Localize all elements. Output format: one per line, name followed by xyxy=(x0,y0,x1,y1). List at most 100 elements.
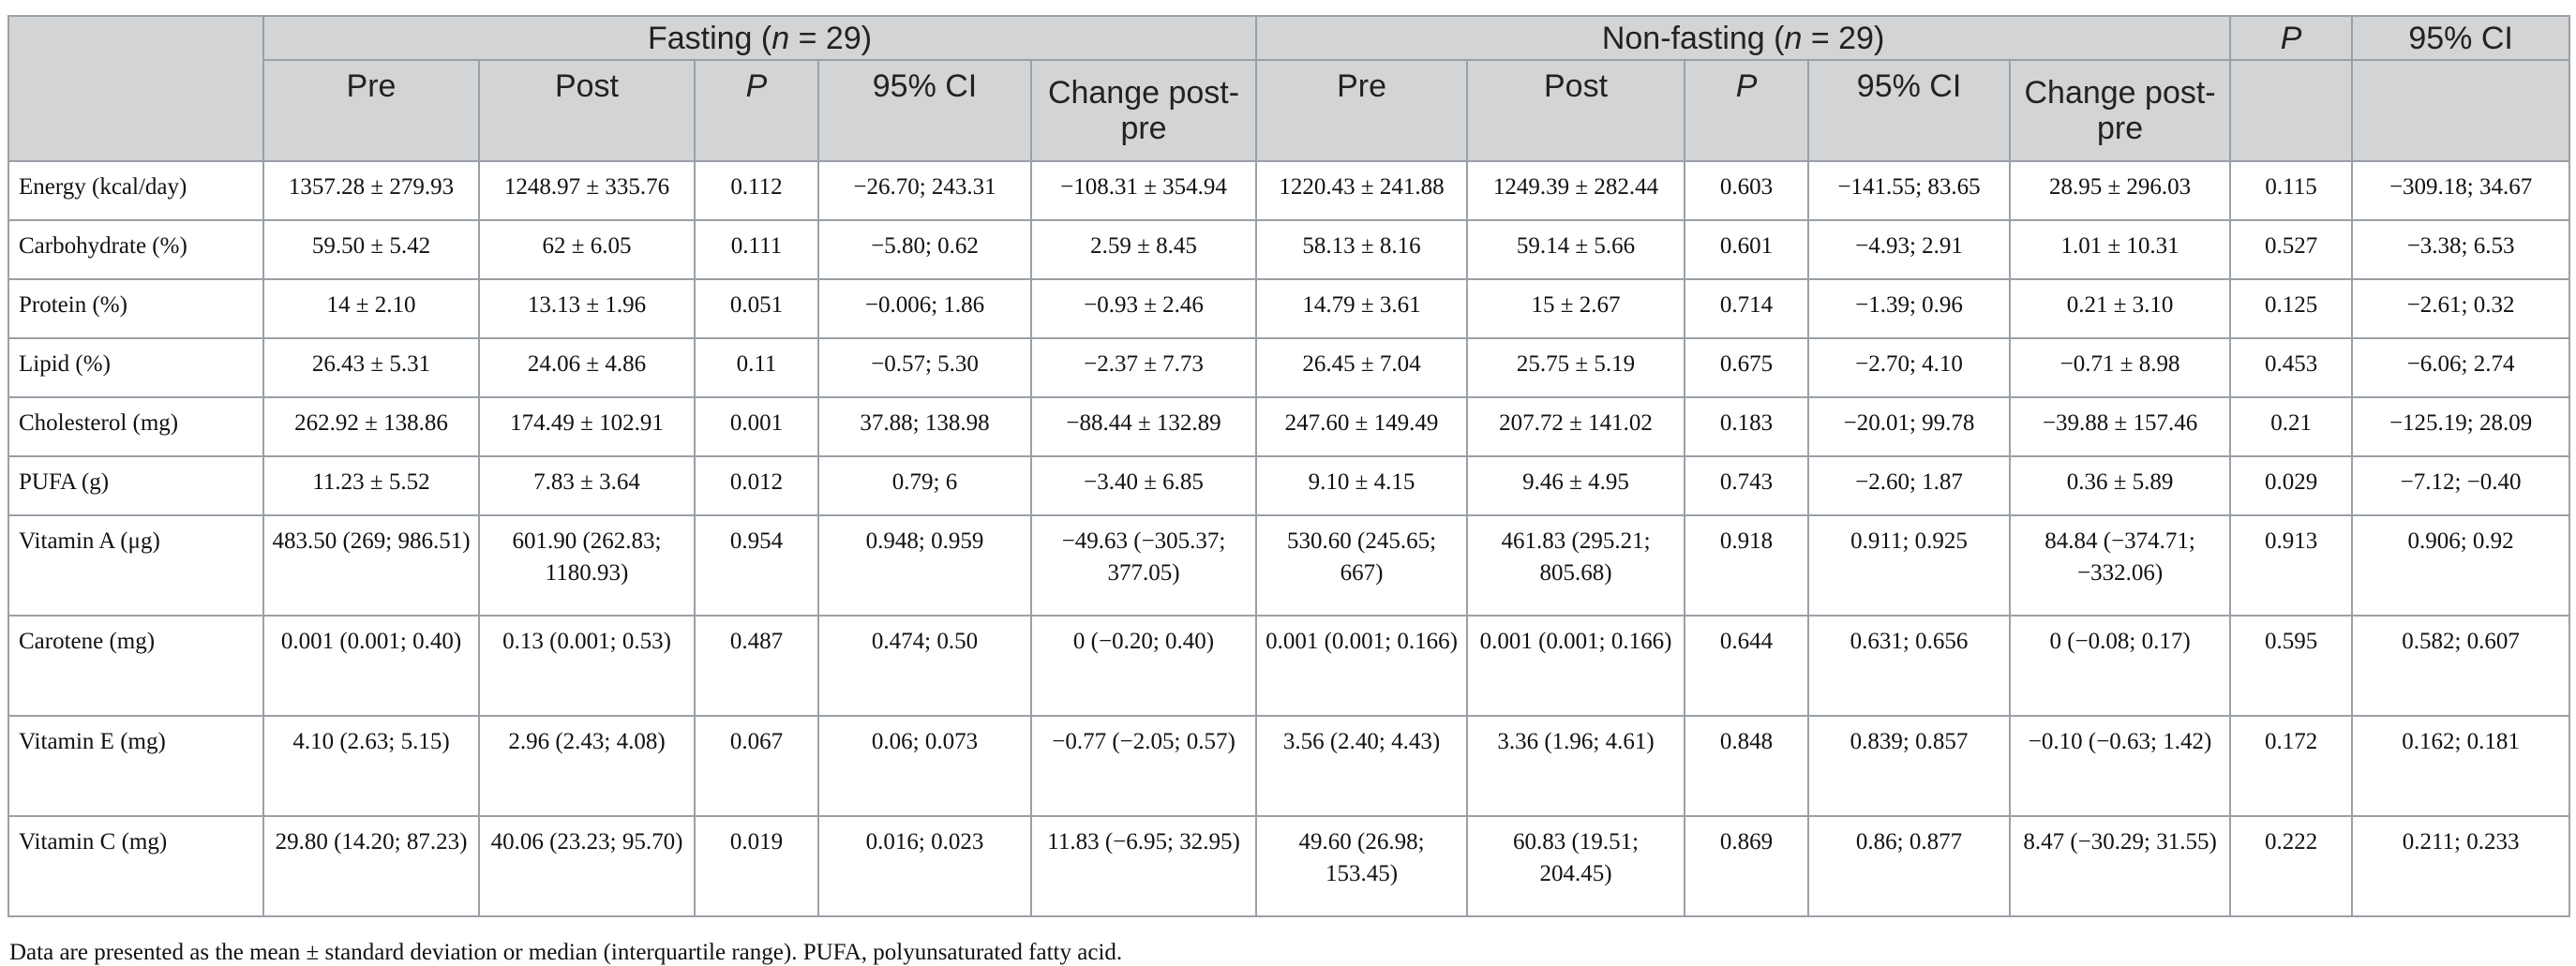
cell-nonfasting-p: 0.743 xyxy=(1684,455,1810,516)
header-change: Change post-pre xyxy=(1029,59,1258,162)
cell-fasting-pre: 483.50 (269; 986.51) xyxy=(262,514,480,617)
cell-nonfasting-pre: 0.001 (0.001; 0.166) xyxy=(1255,615,1469,717)
cell-fasting-post: 174.49 ± 102.91 xyxy=(478,396,696,457)
cell-fasting-pre: 1357.28 ± 279.93 xyxy=(262,160,480,221)
cell-nonfasting-pre: 1220.43 ± 241.88 xyxy=(1255,160,1469,221)
cell-nonfasting-post: 3.36 (1.96; 4.61) xyxy=(1466,715,1686,817)
cell-fasting-ci: 0.016; 0.023 xyxy=(817,815,1032,917)
cell-fasting-post: 1248.97 ± 335.76 xyxy=(478,160,696,221)
row-label: Cholesterol (mg) xyxy=(7,396,264,457)
cell-nonfasting-pre: 530.60 (245.65; 667) xyxy=(1255,514,1469,617)
table-row: Lipid (%) 26.43 ± 5.31 24.06 ± 4.86 0.11 −0.… xyxy=(7,337,2571,398)
cell-fasting-change: −0.93 ± 2.46 xyxy=(1029,278,1258,339)
header-change: Change post-pre xyxy=(2009,59,2232,162)
cell-nonfasting-ci: −4.93; 2.91 xyxy=(1807,219,2012,280)
cell-fasting-ci: 0.06; 0.073 xyxy=(817,715,1032,817)
cell-nonfasting-change: 0.21 ± 3.10 xyxy=(2009,278,2232,339)
header-group-fasting: Fasting (n = 29) xyxy=(262,15,1258,61)
header-ci: 95% CI xyxy=(817,59,1032,162)
header-pre: Pre xyxy=(1255,59,1469,162)
cell-nonfasting-p: 0.601 xyxy=(1684,219,1810,280)
header-p: P xyxy=(1684,59,1810,162)
table-row: Vitamin A (μg) 483.50 (269; 986.51) 601.90… xyxy=(7,514,2571,617)
cell-fasting-ci: −0.57; 5.30 xyxy=(817,337,1032,398)
row-label: Lipid (%) xyxy=(7,337,264,398)
cell-between-ci: −7.12; −0.40 xyxy=(2351,455,2571,516)
cell-nonfasting-post: 461.83 (295.21; 805.68) xyxy=(1466,514,1686,617)
table-container: Fasting (n = 29) Non-fasting (n = 29) P … xyxy=(7,15,2571,966)
cell-fasting-post: 2.96 (2.43; 4.08) xyxy=(478,715,696,817)
cell-nonfasting-p: 0.183 xyxy=(1684,396,1810,457)
cell-nonfasting-pre: 58.13 ± 8.16 xyxy=(1255,219,1469,280)
header-row-subcolumns: Pre Post P 95% CI Change post-pre Pre Po… xyxy=(8,59,2571,162)
row-label: Carbohydrate (%) xyxy=(7,219,264,280)
cell-fasting-ci: −5.80; 0.62 xyxy=(817,219,1032,280)
cell-between-ci: −309.18; 34.67 xyxy=(2351,160,2571,221)
cell-nonfasting-ci: −1.39; 0.96 xyxy=(1807,278,2012,339)
cell-between-ci: −6.06; 2.74 xyxy=(2351,337,2571,398)
cell-nonfasting-change: 8.47 (−30.29; 31.55) xyxy=(2009,815,2232,917)
cell-nonfasting-ci: −2.70; 4.10 xyxy=(1807,337,2012,398)
cell-fasting-p: 0.487 xyxy=(694,615,819,717)
cell-nonfasting-p: 0.675 xyxy=(1684,337,1810,398)
header-p-overall: P xyxy=(2229,15,2354,61)
header-p: P xyxy=(694,59,819,162)
table-footnote: Data are presented as the mean ± standar… xyxy=(9,940,1123,965)
table-row: Vitamin C (mg) 29.80 (14.20; 87.23) 40.06 … xyxy=(7,815,2571,917)
cell-fasting-pre: 262.92 ± 138.86 xyxy=(262,396,480,457)
cell-nonfasting-change: −39.88 ± 157.46 xyxy=(2009,396,2232,457)
cell-fasting-ci: −0.006; 1.86 xyxy=(817,278,1032,339)
cell-fasting-post: 24.06 ± 4.86 xyxy=(478,337,696,398)
table-row: Energy (kcal/day) 1357.28 ± 279.93 1248.97… xyxy=(7,160,2571,221)
cell-between-p: 0.029 xyxy=(2229,455,2354,516)
cell-fasting-p: 0.11 xyxy=(694,337,819,398)
cell-nonfasting-pre: 26.45 ± 7.04 xyxy=(1255,337,1469,398)
cell-nonfasting-ci: 0.631; 0.656 xyxy=(1807,615,2012,717)
cell-fasting-change: 0 (−0.20; 0.40) xyxy=(1029,615,1258,717)
cell-fasting-change: −108.31 ± 354.94 xyxy=(1029,160,1258,221)
cell-between-p: 0.453 xyxy=(2229,337,2354,398)
cell-between-ci: 0.162; 0.181 xyxy=(2351,715,2571,817)
header-row-groups: Fasting (n = 29) Non-fasting (n = 29) P … xyxy=(7,15,2571,162)
cell-nonfasting-pre: 14.79 ± 3.61 xyxy=(1255,278,1469,339)
nutrient-intake-table: Fasting (n = 29) Non-fasting (n = 29) P … xyxy=(7,15,2571,917)
cell-nonfasting-ci: −20.01; 99.78 xyxy=(1807,396,2012,457)
cell-fasting-ci: 0.79; 6 xyxy=(817,455,1032,516)
row-label: Protein (%) xyxy=(7,278,264,339)
header-group-nonfasting: Non-fasting (n = 29) xyxy=(1255,15,2232,61)
cell-nonfasting-pre: 49.60 (26.98; 153.45) xyxy=(1255,815,1469,917)
cell-nonfasting-change: 28.95 ± 296.03 xyxy=(2009,160,2232,221)
cell-nonfasting-change: 0.36 ± 5.89 xyxy=(2009,455,2232,516)
cell-fasting-pre: 26.43 ± 5.31 xyxy=(262,337,480,398)
cell-nonfasting-post: 9.46 ± 4.95 xyxy=(1466,455,1686,516)
row-label: Carotene (mg) xyxy=(7,615,264,717)
cell-fasting-pre: 4.10 (2.63; 5.15) xyxy=(262,715,480,817)
header-post: Post xyxy=(1466,59,1686,162)
header-corner xyxy=(7,15,264,162)
cell-nonfasting-ci: 0.86; 0.877 xyxy=(1807,815,2012,917)
cell-between-p: 0.595 xyxy=(2229,615,2354,717)
header-post: Post xyxy=(478,59,696,162)
cell-nonfasting-pre: 9.10 ± 4.15 xyxy=(1255,455,1469,516)
cell-nonfasting-post: 59.14 ± 5.66 xyxy=(1466,219,1686,280)
cell-fasting-ci: 37.88; 138.98 xyxy=(817,396,1032,457)
cell-nonfasting-p: 0.644 xyxy=(1684,615,1810,717)
cell-nonfasting-ci: −2.60; 1.87 xyxy=(1807,455,2012,516)
cell-between-ci: −125.19; 28.09 xyxy=(2351,396,2571,457)
row-label: Vitamin C (mg) xyxy=(7,815,264,917)
cell-nonfasting-pre: 3.56 (2.40; 4.43) xyxy=(1255,715,1469,817)
cell-nonfasting-change: −0.71 ± 8.98 xyxy=(2009,337,2232,398)
cell-nonfasting-post: 25.75 ± 5.19 xyxy=(1466,337,1686,398)
cell-fasting-change: 11.83 (−6.95; 32.95) xyxy=(1029,815,1258,917)
cell-between-p: 0.115 xyxy=(2229,160,2354,221)
header-empty xyxy=(2351,59,2571,162)
cell-fasting-post: 601.90 (262.83; 1180.93) xyxy=(478,514,696,617)
cell-fasting-pre: 11.23 ± 5.52 xyxy=(262,455,480,516)
cell-fasting-change: 2.59 ± 8.45 xyxy=(1029,219,1258,280)
header-ci-overall: 95% CI xyxy=(2351,15,2571,61)
table-row: Cholesterol (mg) 262.92 ± 138.86 174.49 ± … xyxy=(7,396,2571,457)
row-label: Vitamin E (mg) xyxy=(7,715,264,817)
cell-nonfasting-post: 207.72 ± 141.02 xyxy=(1466,396,1686,457)
cell-nonfasting-ci: 0.839; 0.857 xyxy=(1807,715,2012,817)
cell-nonfasting-p: 0.848 xyxy=(1684,715,1810,817)
